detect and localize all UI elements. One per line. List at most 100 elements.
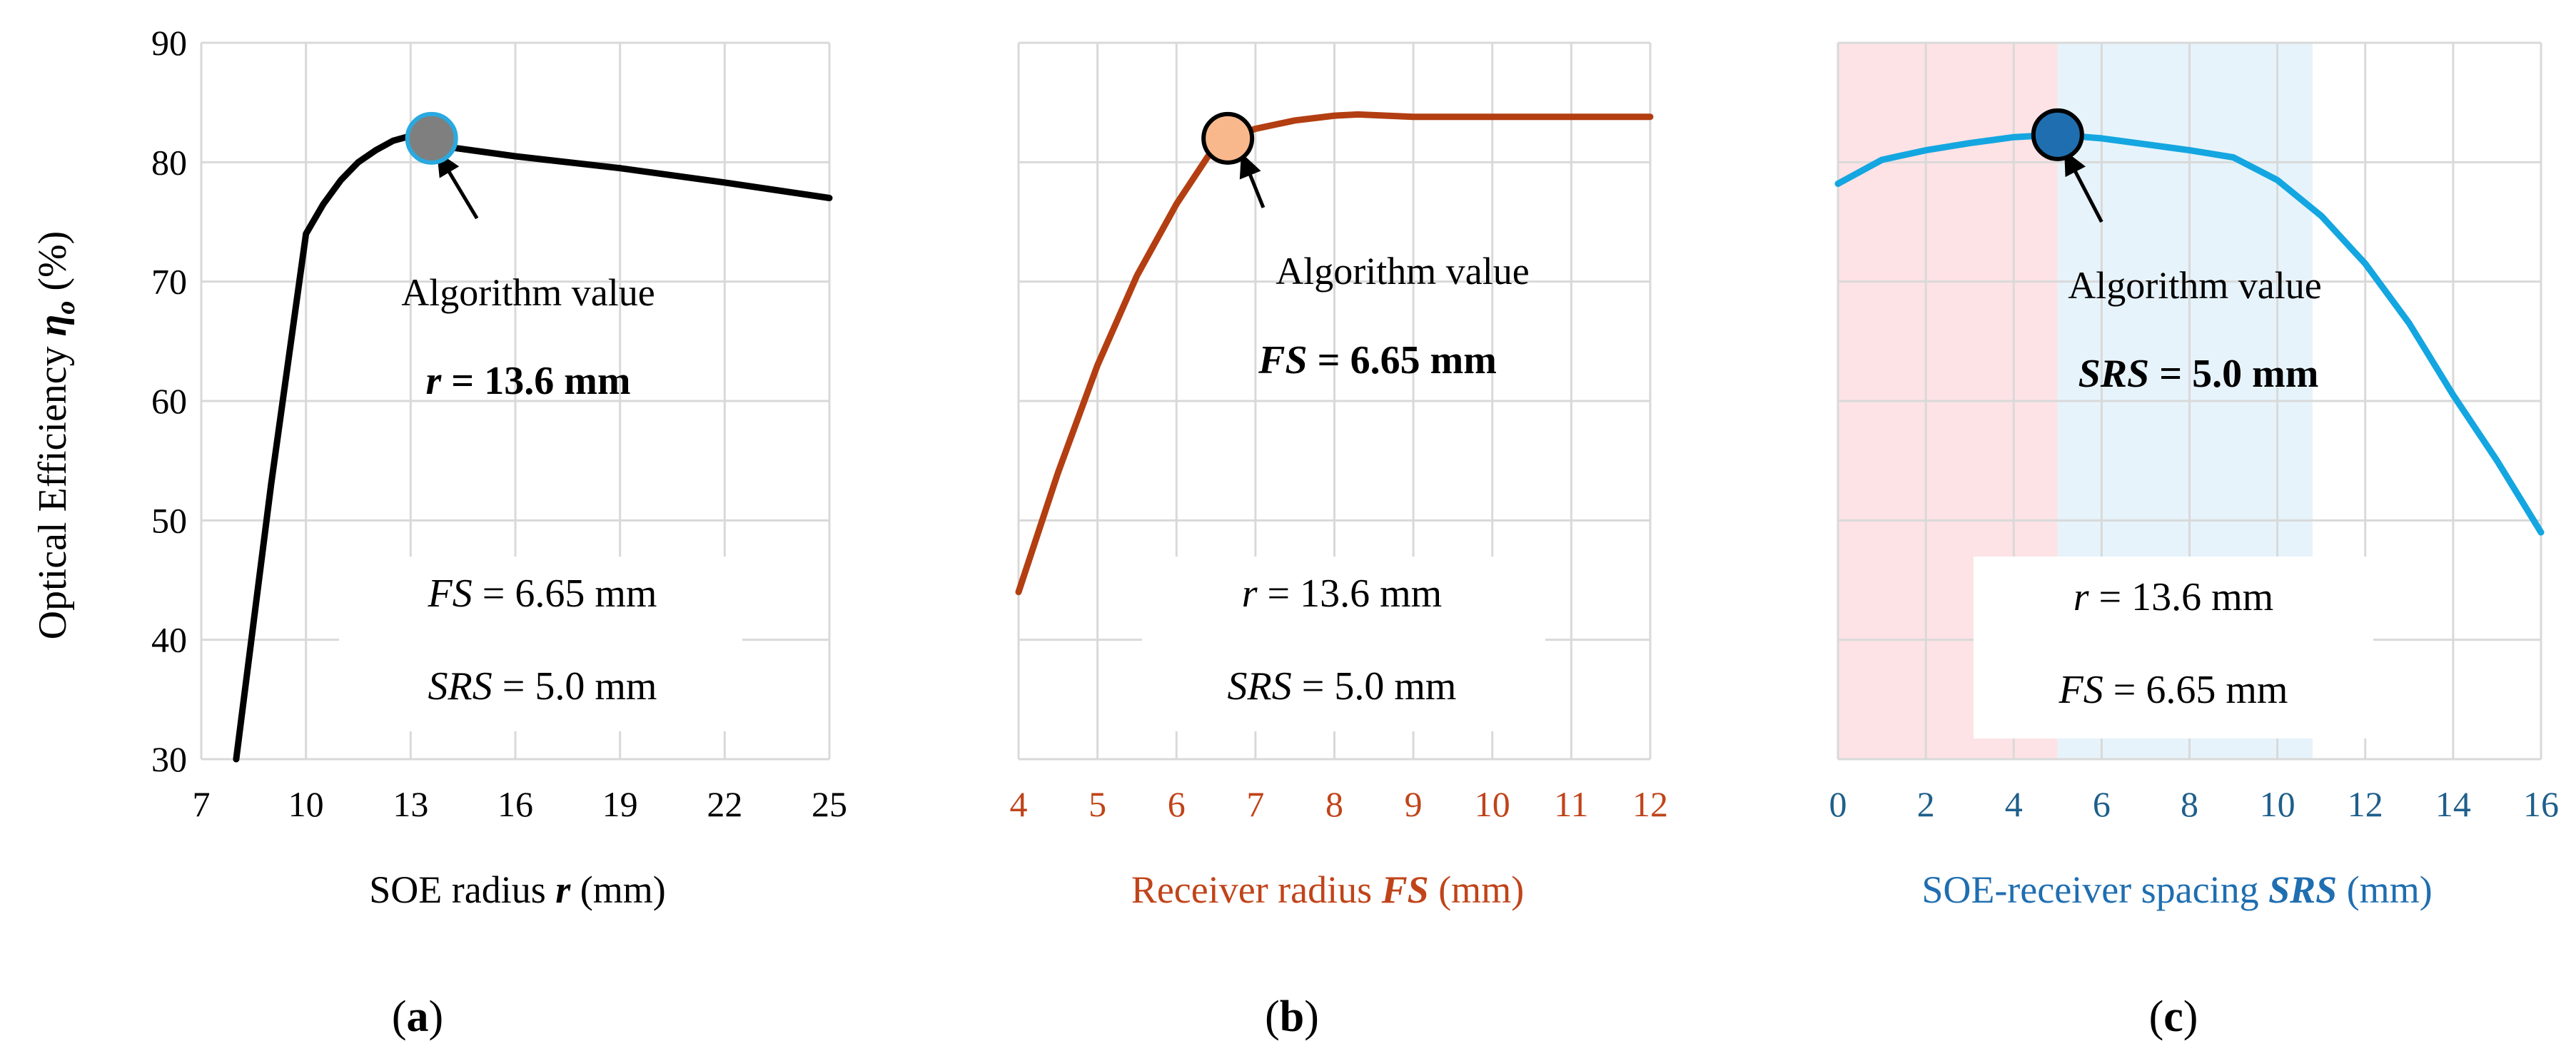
panel-c-annotation: Algorithm value — [2068, 264, 2321, 307]
panel-c-param-box — [1974, 557, 2373, 738]
panel-c-xlabel: SOE-receiver spacing SRS (mm) — [1921, 868, 2432, 911]
panel-c: 0 2 4 6 8 10 12 14 16 Algorithm value SRS = 5.0 … — [1829, 41, 2560, 1041]
panel-a-xtick-13: 13 — [393, 784, 428, 824]
panel-c-label-letter: c — [2163, 992, 2183, 1041]
panel-a-xlabel-unit: (mm) — [580, 868, 666, 911]
panel-c-highlight-value: 5.0 mm — [2192, 352, 2318, 396]
panel-b-xlabel: Receiver radius FS (mm) — [1131, 868, 1524, 911]
panel-c-param-2-value: 6.65 mm — [2146, 668, 2288, 712]
panel-a-label: (a) — [392, 992, 443, 1041]
panel-a-ytick-80: 80 — [151, 142, 187, 182]
panel-a-ytick-30: 30 — [151, 739, 187, 779]
panel-c-label: (c) — [2149, 992, 2198, 1041]
panel-c-highlight-eq: = — [2149, 352, 2192, 396]
panel-a-highlight-value: 13.6 mm — [484, 359, 630, 403]
panel-b-highlight-value: 6.65 mm — [1350, 338, 1497, 382]
panel-b-series-line — [1015, 111, 1654, 596]
panel-b-param-2-var: SRS — [1228, 664, 1292, 709]
panel-c-param-1-eq: = — [2089, 575, 2132, 619]
panel-b-line-layer — [1015, 111, 1654, 596]
panel-c-xtick-12: 12 — [2348, 784, 2383, 824]
panel-b-param-2: SRS = 5.0 mm — [1228, 664, 1457, 709]
panel-a-xtick-7: 7 — [193, 784, 211, 824]
panel-b-label: (b) — [1265, 992, 1319, 1041]
panel-b-xlabel-var: FS — [1381, 868, 1429, 911]
panel-c-highlight: SRS = 5.0 mm — [2079, 352, 2319, 396]
panel-c-series-line — [1834, 131, 2545, 536]
panel-c-xtick-10: 10 — [2260, 784, 2295, 824]
panel-a-ytick-70: 70 — [151, 262, 187, 302]
panel-c-xlabel-unit: (mm) — [2347, 868, 2433, 911]
panel-b-xtick-5: 5 — [1089, 784, 1106, 824]
panel-b-highlight-eq: = — [1308, 338, 1350, 382]
panel-c-xtick-labels: 0 2 4 6 8 10 12 14 16 — [1829, 784, 2560, 824]
panel-a-highlight-var: r — [425, 359, 442, 403]
panel-c-param-2: FS = 6.65 mm — [2059, 668, 2288, 712]
panel-a-xtick-22: 22 — [707, 784, 742, 824]
panel-c-marker-layer — [2031, 108, 2084, 161]
panel-c-xtick-2: 2 — [1917, 784, 1935, 824]
panel-a-line-layer — [233, 133, 833, 763]
panel-a-param-2: SRS = 5.0 mm — [428, 664, 657, 709]
panel-c-optimum-marker — [2031, 108, 2084, 161]
panel-a-xlabel: SOE radius r (mm) — [369, 868, 665, 911]
panel-c-line-layer — [1834, 131, 2545, 536]
panel-b-annotation: Algorithm value — [1276, 250, 1529, 293]
panel-a-ylabel-var: η — [31, 315, 75, 337]
panel-b-xlabel-unit: (mm) — [1438, 868, 1524, 911]
panel-c-param-1: r = 13.6 mm — [2074, 575, 2274, 619]
panel-b-highlight: FS = 6.65 mm — [1258, 338, 1497, 382]
panel-a-ylabel-text: Optical Efficiency — [31, 346, 75, 639]
panel-a-xtick-10: 10 — [288, 784, 324, 824]
panel-a-ytick-50: 50 — [151, 500, 187, 540]
panel-a-param-2-value: 5.0 mm — [535, 664, 657, 709]
panel-a-xtick-16: 16 — [497, 784, 533, 824]
panel-b-param-1-var: r — [1242, 572, 1258, 616]
panel-b-xtick-9: 9 — [1405, 784, 1423, 824]
panel-c-param-2-var: FS — [2059, 668, 2103, 712]
panel-b-xtick-11: 11 — [1554, 784, 1588, 824]
panel-a-ytick-90: 90 — [151, 23, 187, 63]
panel-c-xlabel-text: SOE-receiver spacing — [1921, 868, 2258, 911]
panel-a-marker-layer — [405, 111, 458, 165]
panel-a-xtick-labels: 7 10 13 16 19 22 25 — [193, 784, 848, 824]
panel-b-xtick-8: 8 — [1325, 784, 1343, 824]
panel-a-param-box — [339, 557, 742, 731]
panel-a-param-1: FS = 6.65 mm — [428, 572, 657, 616]
panel-a-annotation: Algorithm value — [401, 271, 655, 314]
panel-b-param-2-eq: = — [1292, 664, 1335, 709]
panel-a-param-1-value: 6.65 mm — [515, 572, 657, 616]
panel-b-arrow-layer — [1239, 152, 1266, 208]
panel-a-ytick-40: 40 — [151, 620, 187, 660]
panel-c-xtick-16: 16 — [2523, 784, 2559, 824]
panel-a-param-2-eq: = — [493, 664, 535, 709]
panel-b-xtick-6: 6 — [1168, 784, 1186, 824]
panel-c-xtick-14: 14 — [2435, 784, 2471, 824]
panel-a-highlight-eq: = — [441, 359, 484, 403]
panel-a-xtick-19: 19 — [602, 784, 638, 824]
panel-c-xlabel-var: SRS — [2268, 868, 2337, 911]
panel-c-param-2-eq: = — [2103, 668, 2146, 712]
panel-b-param-box — [1142, 557, 1545, 731]
panel-b-xlabel-text: Receiver radius — [1131, 868, 1372, 911]
panel-b-xtick-12: 12 — [1632, 784, 1668, 824]
panel-a-xlabel-var: r — [555, 868, 571, 911]
panel-a-optimum-marker — [405, 111, 458, 165]
panel-b-highlight-var: FS — [1258, 338, 1308, 382]
panel-c-param-1-var: r — [2074, 575, 2089, 619]
panel-a-param-1-eq: = — [473, 572, 515, 616]
panel-a-ylabel: Optical Efficiency ηo (%) — [31, 231, 81, 640]
panel-a-series-line — [233, 133, 833, 763]
panel-b-xtick-10: 10 — [1475, 784, 1510, 824]
panel-b-param-1-value: 13.6 mm — [1300, 572, 1442, 616]
panel-c-param-1-value: 13.6 mm — [2131, 575, 2273, 619]
panel-c-highlight-var: SRS — [2079, 352, 2150, 396]
panel-a-ytick-labels: 30 40 50 60 70 80 90 — [151, 23, 187, 779]
panel-c-xtick-0: 0 — [1829, 784, 1847, 824]
panel-a-ytick-60: 60 — [151, 381, 187, 421]
panel-b-xtick-labels: 4 5 6 7 8 9 10 11 12 — [1010, 784, 1669, 824]
panel-a-param-1-var: FS — [428, 572, 473, 616]
panel-b-param-1-eq: = — [1258, 572, 1300, 616]
panel-a-param-2-var: SRS — [428, 664, 493, 709]
